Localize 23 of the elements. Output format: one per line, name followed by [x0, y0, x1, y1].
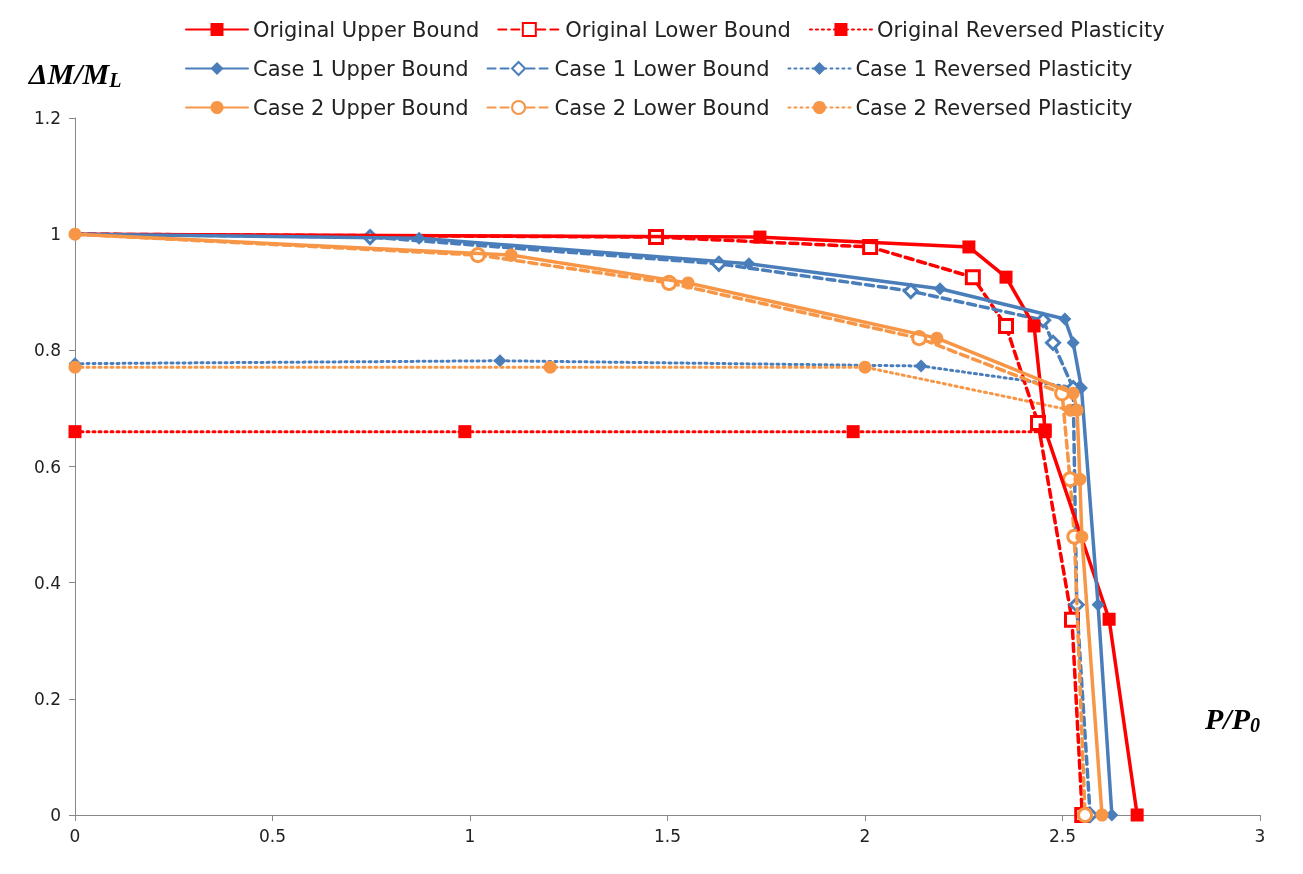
x-tick-label: 3: [1254, 825, 1266, 846]
legend-label: Original Upper Bound: [253, 17, 480, 42]
legend-label: Case 2 Upper Bound: [253, 95, 469, 120]
legend-label: Case 1 Reversed Plasticity: [855, 56, 1133, 81]
y-tick-label: 0.8: [33, 340, 61, 361]
x-tick-label: 1.5: [653, 825, 682, 846]
y-tick-label: 1: [50, 224, 61, 245]
legend-label: Case 2 Reversed Plasticity: [855, 95, 1133, 120]
legend-label: Original Lower Bound: [565, 17, 791, 42]
x-tick-label: 2: [859, 825, 871, 846]
legend-label: Original Reversed Plasticity: [876, 17, 1165, 42]
y-tick-label: 1.2: [33, 108, 61, 128]
legend-label: Case 1 Lower Bound: [554, 56, 770, 81]
x-tick-label: 0.5: [258, 825, 287, 846]
y-tick-label: 0.6: [33, 456, 61, 477]
y-tick-label: 0: [50, 805, 61, 825]
y-tick-label: 0.2: [33, 688, 61, 709]
x-tick-label: 0: [69, 825, 81, 846]
legend-label: Case 1 Upper Bound: [253, 56, 469, 81]
x-tick-label: 2.5: [1048, 825, 1077, 846]
legend-label: Case 2 Lower Bound: [554, 95, 770, 120]
y-tick-label: 0.4: [33, 572, 61, 593]
x-tick-label: 1: [464, 825, 476, 846]
